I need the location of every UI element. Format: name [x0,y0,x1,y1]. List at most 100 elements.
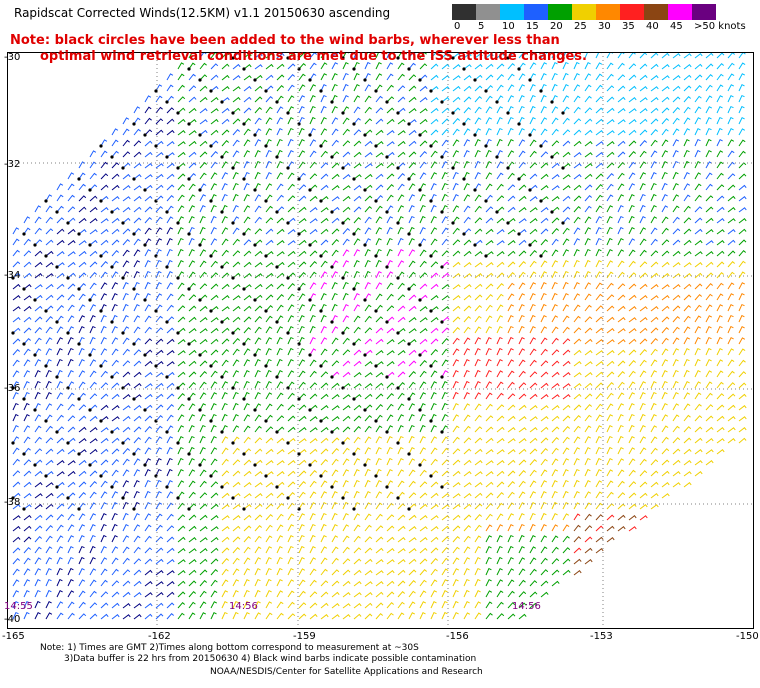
wind-barb [133,569,142,576]
wind-barb [254,160,261,169]
wind-barb [56,337,64,345]
wind-barb [496,568,503,576]
wind-barb [232,481,241,488]
latitude-label: -38 [4,497,21,508]
wind-barb [133,394,142,400]
wind-barb [595,173,604,180]
wind-barb [144,206,153,213]
wind-barb [276,492,285,499]
wind-barb [67,392,75,400]
wind-barb [375,304,383,312]
wind-barb [265,239,274,246]
wind-barb [540,491,547,499]
wind-barb [518,150,526,158]
contamination-marker [319,254,323,258]
wind-barb [430,118,439,125]
wind-barb [628,183,636,191]
wind-barb [265,272,274,279]
wind-barb [177,580,186,587]
wind-barb [111,326,118,334]
wind-barb [397,294,406,301]
contamination-marker [528,243,532,247]
wind-barb [100,579,108,587]
wind-barb [628,215,635,224]
wind-barb [617,271,625,279]
wind-barb [452,139,460,147]
wind-barb [650,150,658,158]
wind-barb [89,271,98,279]
wind-barb [331,173,340,180]
wind-barb [254,150,261,158]
wind-barb [562,151,571,158]
wind-barb [694,460,703,466]
wind-barb [254,546,262,554]
wind-barb [496,106,504,114]
contamination-marker [99,144,103,148]
wind-barb [474,557,481,565]
wind-barb [705,240,714,246]
wind-barb [540,315,547,323]
wind-barb [430,470,439,477]
wind-barb [540,162,549,169]
wind-barb [650,470,659,477]
wind-barb [298,613,307,620]
wind-barb [287,228,296,235]
wind-barb [364,73,371,81]
wind-barb [694,52,703,59]
wind-barb [507,282,515,290]
wind-barb [56,546,64,554]
wind-barb [716,381,724,389]
wind-barb [606,469,614,477]
wind-barb [617,392,625,400]
wind-barb [221,249,229,257]
wind-barb [45,546,53,554]
wind-barb [254,205,262,213]
contamination-marker [286,221,290,225]
wind-barb [342,185,351,191]
wind-barb [56,392,64,400]
wind-barb [562,95,570,103]
wind-barb [496,272,505,279]
wind-barb [694,370,701,378]
wind-barb [309,239,318,246]
wind-barb [122,326,130,334]
contamination-marker [253,133,257,137]
wind-barb [276,172,284,180]
wind-barb [155,216,163,224]
wind-barb [496,404,505,411]
wind-barb [122,382,131,389]
wind-barb [639,370,647,378]
wind-barb [287,73,296,81]
wind-barb [606,514,615,521]
wind-barb [584,558,593,565]
wind-barb [716,184,725,191]
wind-barb [452,52,461,59]
wind-barb [551,195,560,202]
wind-barb [474,160,481,169]
footer-note-line2: 3)Data buffer is 22 hrs from 20150630 4)… [64,654,477,664]
wind-barb [320,217,329,224]
wind-barb [705,449,714,455]
wind-barb [199,569,208,576]
wind-barb [67,272,76,279]
wind-barb [298,545,305,554]
wind-barb [485,149,492,158]
colorbar-label: 10 [502,21,515,32]
wind-barb [529,249,538,257]
wind-barb [89,513,97,521]
wind-barb [507,336,514,345]
wind-barb [166,73,174,81]
wind-barb [276,415,285,422]
wind-barb [210,436,217,444]
wind-barb [243,150,251,158]
wind-barb [375,525,384,532]
wind-barb [100,293,108,301]
contamination-marker [275,485,279,489]
wind-barb [419,249,427,257]
wind-barb [56,471,65,477]
wind-barb [628,150,637,158]
contamination-marker [143,463,147,467]
wind-barb [573,404,582,411]
wind-barb [716,393,725,400]
wind-barb [661,250,670,257]
